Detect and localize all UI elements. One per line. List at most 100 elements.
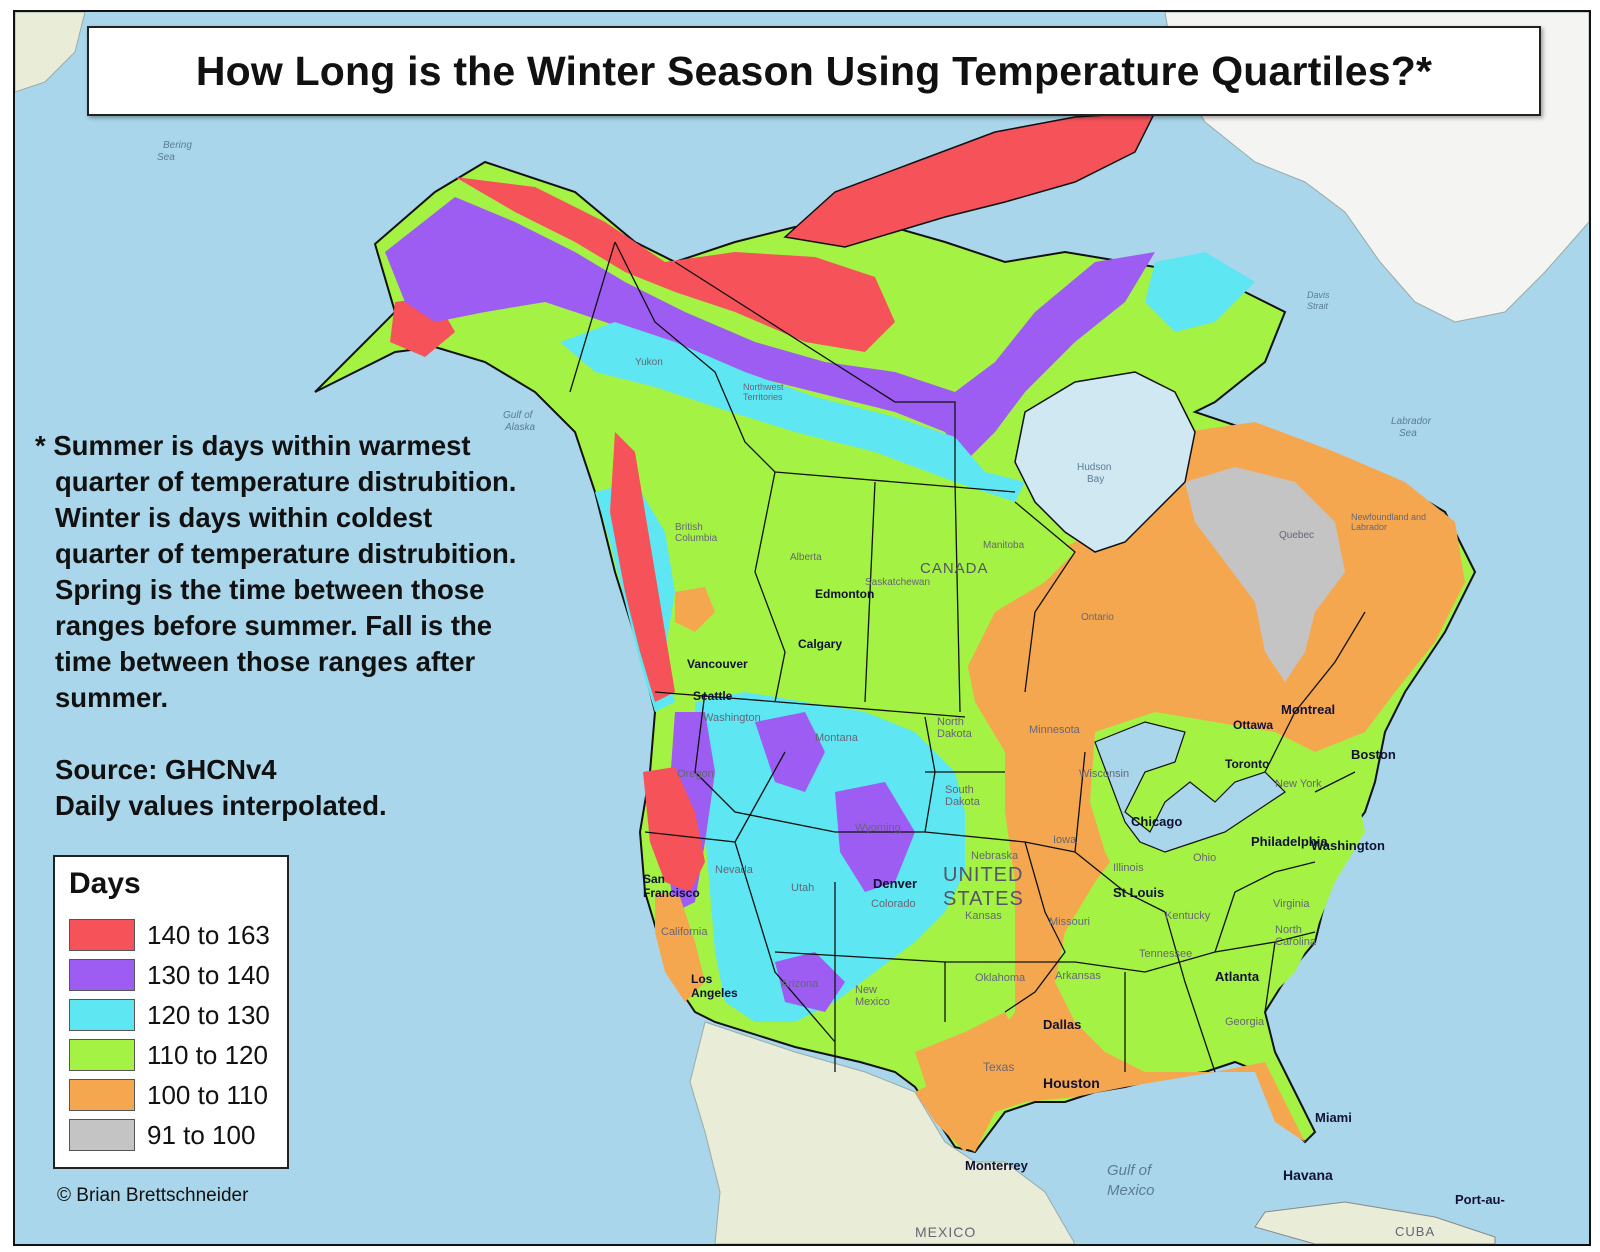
- source-notes: Source: GHCNv4 Daily values interpolated…: [55, 752, 387, 824]
- label-nebraska: Nebraska: [971, 850, 1019, 862]
- zone-cyan-north: [560, 322, 1025, 502]
- definition-notes: * Summer is days within warmest quarter …: [35, 428, 625, 716]
- label-kansas: Kansas: [965, 910, 1002, 922]
- label-bering-1: Bering: [163, 140, 192, 151]
- label-missouri: Missouri: [1049, 916, 1090, 928]
- label-bay: Bay: [1087, 474, 1105, 485]
- label-colorado: Colorado: [871, 898, 916, 910]
- author-credit: © Brian Brettschneider: [57, 1185, 249, 1206]
- asia-land: [15, 12, 86, 93]
- label-vancouver: Vancouver: [687, 657, 748, 671]
- note-line: ranges before summer. Fall is the: [55, 610, 493, 641]
- label-illinois: Illinois: [1113, 862, 1144, 874]
- label-toronto: Toronto: [1225, 757, 1270, 771]
- label-chicago: Chicago: [1131, 814, 1183, 829]
- label-newfoundland: Newfoundland and Labrador: [1351, 512, 1427, 532]
- mexico-land: [689, 1021, 1076, 1244]
- legend-swatch: [69, 1119, 135, 1151]
- label-labrador-sea: Sea: [1399, 428, 1417, 439]
- legend-item: 91 to 100: [69, 1119, 284, 1153]
- label-miami: Miami: [1315, 1110, 1352, 1125]
- label-texas: Texas: [983, 1060, 1015, 1074]
- label-north-carolina: North Carolina: [1275, 924, 1316, 948]
- zone-red-arctic: [455, 177, 895, 352]
- legend-label: 120 to 130: [147, 1000, 270, 1030]
- label-cuba: CUBA: [1395, 1224, 1436, 1239]
- label-montana: Montana: [815, 732, 858, 744]
- label-california: California: [661, 926, 708, 938]
- label-new-york: New York: [1275, 778, 1322, 790]
- label-atlanta: Atlanta: [1215, 969, 1260, 984]
- legend-title: Days: [69, 867, 141, 900]
- zone-orange-socal: [655, 892, 705, 1002]
- label-davis-1: Davis: [1307, 290, 1330, 300]
- label-wyoming: Wyoming: [855, 822, 901, 834]
- title-box: How Long is the Winter Season Using Temp…: [87, 26, 1541, 116]
- legend-swatch: [69, 959, 135, 991]
- label-bering-2: Sea: [157, 152, 175, 163]
- label-states: STATES: [943, 888, 1024, 910]
- note-line: time between those ranges after: [55, 646, 476, 677]
- note-line: * Summer is days within warmest: [35, 430, 471, 461]
- legend-label: 130 to 140: [147, 960, 270, 990]
- hudson-bay: [1014, 371, 1196, 553]
- zone-green-east: [1090, 712, 1365, 1002]
- zone-orange-bc: [675, 587, 715, 632]
- label-northwest: Northwest Territories: [743, 382, 784, 402]
- label-los-angeles: Los Angeles: [691, 972, 738, 1000]
- legend-item: 140 to 163: [69, 919, 284, 953]
- legend-label: 100 to 110: [147, 1080, 268, 1110]
- legend-item: 130 to 140: [69, 959, 284, 993]
- zone-red-westcoast: [643, 767, 705, 892]
- label-georgia: Georgia: [1225, 1016, 1265, 1028]
- interpolation-line: Daily values interpolated.: [55, 790, 387, 821]
- legend-label: 110 to 120: [147, 1040, 268, 1070]
- page-title: How Long is the Winter Season Using Temp…: [195, 47, 1433, 94]
- label-british-columbia: British Columbia: [675, 522, 718, 544]
- label-washington-state: Washington: [703, 712, 761, 724]
- label-philadelphia: Philadelphia: [1251, 834, 1328, 849]
- label-st-louis: St Louis: [1113, 885, 1165, 900]
- boundaries: [569, 241, 1366, 1073]
- note-line: quarter of temperature distrubition.: [55, 538, 517, 569]
- label-canada: CANADA: [920, 560, 989, 577]
- label-gulf-of: Gulf of: [1107, 1162, 1152, 1179]
- note-line: Spring is the time between those: [55, 574, 485, 605]
- label-manitoba: Manitoba: [983, 540, 1025, 551]
- label-quebec: Quebec: [1279, 530, 1315, 541]
- label-washington-dc: Washington: [1311, 838, 1385, 853]
- legend: Days 140 to 163 130 to 140 120 to 130 11…: [53, 855, 289, 1169]
- label-houston: Houston: [1043, 1075, 1100, 1091]
- label-montreal: Montreal: [1281, 702, 1336, 717]
- legend-item: 100 to 110: [69, 1079, 284, 1113]
- label-gulf-alaska-1: Gulf of: [503, 410, 533, 421]
- label-kentucky: Kentucky: [1165, 910, 1211, 922]
- label-nevada: Nevada: [715, 864, 753, 876]
- zone-cyan-rockies: [695, 692, 965, 1022]
- legend-swatch: [69, 999, 135, 1031]
- zone-purple-rockies-2: [835, 782, 915, 892]
- legend-item: 110 to 120: [69, 1039, 284, 1073]
- legend-label: 140 to 163: [147, 920, 270, 950]
- label-denver: Denver: [873, 876, 918, 891]
- label-yukon: Yukon: [635, 357, 663, 368]
- label-hudson: Hudson: [1077, 462, 1112, 473]
- note-line: summer.: [55, 682, 169, 713]
- note-line: Winter is days within coldest: [55, 502, 433, 533]
- label-iowa: Iowa: [1053, 834, 1077, 846]
- zone-purple-north: [385, 197, 1155, 462]
- map-frame: CANADA UNITED STATES Edmonton Calgary Va…: [13, 10, 1591, 1246]
- label-labrador: Labrador: [1391, 416, 1432, 427]
- label-ohio: Ohio: [1193, 852, 1217, 864]
- zone-purple-rockies-1: [755, 712, 825, 792]
- label-virginia: Virginia: [1273, 898, 1310, 910]
- label-united: UNITED: [943, 864, 1024, 886]
- label-utah: Utah: [791, 882, 815, 894]
- legend-swatch: [69, 1039, 135, 1071]
- zone-cyan-baffin: [1145, 252, 1255, 332]
- zone-red-pacific-nw: [610, 432, 675, 702]
- great-lakes: [1094, 721, 1286, 853]
- label-ontario: Ontario: [1081, 612, 1114, 623]
- zone-red-islands: [783, 111, 1157, 248]
- label-mexico-gulf: Mexico: [1107, 1182, 1155, 1199]
